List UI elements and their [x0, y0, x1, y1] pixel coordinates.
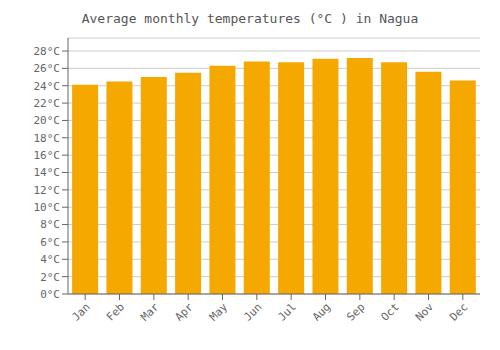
svg-text:22°C: 22°C — [34, 97, 61, 110]
svg-text:Jul: Jul — [276, 300, 299, 323]
svg-text:8°C: 8°C — [40, 218, 60, 231]
svg-text:28°C: 28°C — [34, 45, 61, 58]
html-text:Average monthly temperatures (: Average monthly temperatures (°C ) in Na… — [81, 11, 419, 26]
svg-text:6°C: 6°C — [40, 236, 60, 249]
svg-text:Oct: Oct — [379, 300, 402, 323]
svg-text:Nov: Nov — [413, 300, 437, 324]
svg-text:Mar: Mar — [138, 300, 162, 324]
svg-text:May: May — [207, 300, 231, 324]
svg-text:20°C: 20°C — [34, 114, 61, 127]
svg-text:10°C: 10°C — [34, 201, 61, 214]
svg-text:Jan: Jan — [70, 300, 93, 323]
svg-text:Feb: Feb — [104, 300, 127, 323]
svg-text:16°C: 16°C — [34, 149, 61, 162]
svg-text:2°C: 2°C — [40, 271, 60, 284]
svg-text:12°C: 12°C — [34, 184, 61, 197]
svg-text:Sep: Sep — [344, 300, 367, 323]
svg-text:14°C: 14°C — [34, 166, 61, 179]
svg-text:0°C: 0°C — [40, 288, 60, 301]
svg-text:26°C: 26°C — [34, 62, 61, 75]
svg-text:Apr: Apr — [173, 300, 197, 324]
svg-text:4°C: 4°C — [40, 253, 60, 266]
svg-text:18°C: 18°C — [34, 132, 61, 145]
svg-text:Dec: Dec — [447, 300, 470, 323]
svg-text:Aug: Aug — [310, 300, 333, 323]
svg-text:Jun: Jun — [241, 300, 264, 323]
svg-text:24°C: 24°C — [34, 80, 61, 93]
